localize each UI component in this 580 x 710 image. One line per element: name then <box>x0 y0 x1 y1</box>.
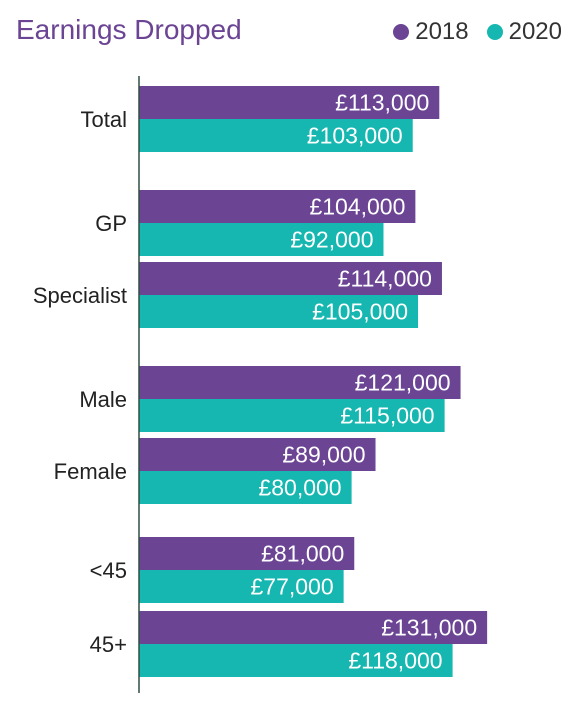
bar-total-2020 <box>139 119 413 152</box>
data-label-45-2018: £81,000 <box>261 541 344 567</box>
data-label-female-2018: £89,000 <box>282 442 365 468</box>
bar-male-2018 <box>139 366 461 399</box>
legend-swatch-2018 <box>393 24 410 40</box>
data-label-45-2020: £77,000 <box>250 574 333 600</box>
legend: 2018 2020 <box>393 18 562 46</box>
data-label-45-2018: £131,000 <box>381 615 477 641</box>
data-label-gp-2018: £104,000 <box>309 194 405 220</box>
category-label-45: 45+ <box>90 632 127 657</box>
chart-title: Earnings Dropped <box>16 14 242 45</box>
category-label-specialist: Specialist <box>33 283 127 308</box>
bar-45-2020 <box>139 570 344 603</box>
data-label-male-2020: £115,000 <box>340 403 434 429</box>
bar-male-2020 <box>139 399 445 432</box>
legend-item-2020: 2020 <box>486 18 562 46</box>
bar-total-2018 <box>139 86 440 119</box>
bar-specialist-2020 <box>139 295 419 328</box>
bar-gp-2020 <box>139 223 384 256</box>
bar-specialist-2018 <box>139 262 442 295</box>
category-label-male: Male <box>79 387 127 412</box>
category-label-total: Total <box>81 107 127 132</box>
data-label-total-2020: £103,000 <box>307 123 403 149</box>
legend-item-2018: 2018 <box>393 18 469 46</box>
data-label-gp-2020: £92,000 <box>290 227 373 253</box>
data-label-male-2018: £121,000 <box>355 370 451 396</box>
bar-gp-2018 <box>139 190 416 223</box>
bar-female-2018 <box>139 438 376 471</box>
bar-45-2020 <box>139 644 453 677</box>
legend-label-2020: 2020 <box>508 18 562 45</box>
category-label-45: <45 <box>90 558 127 583</box>
bar-female-2020 <box>139 471 352 504</box>
data-label-specialist-2018: £114,000 <box>338 266 432 292</box>
bar-45-2018 <box>139 611 488 644</box>
data-label-45-2020: £118,000 <box>348 648 442 674</box>
bar-45-2018 <box>139 537 355 570</box>
legend-swatch-2020 <box>486 24 503 40</box>
data-label-female-2020: £80,000 <box>258 475 341 501</box>
category-label-female: Female <box>54 459 127 484</box>
legend-label-2018: 2018 <box>415 18 469 45</box>
category-label-gp: GP <box>95 211 127 236</box>
data-label-specialist-2020: £105,000 <box>312 299 408 325</box>
data-label-total-2018: £113,000 <box>335 90 429 116</box>
